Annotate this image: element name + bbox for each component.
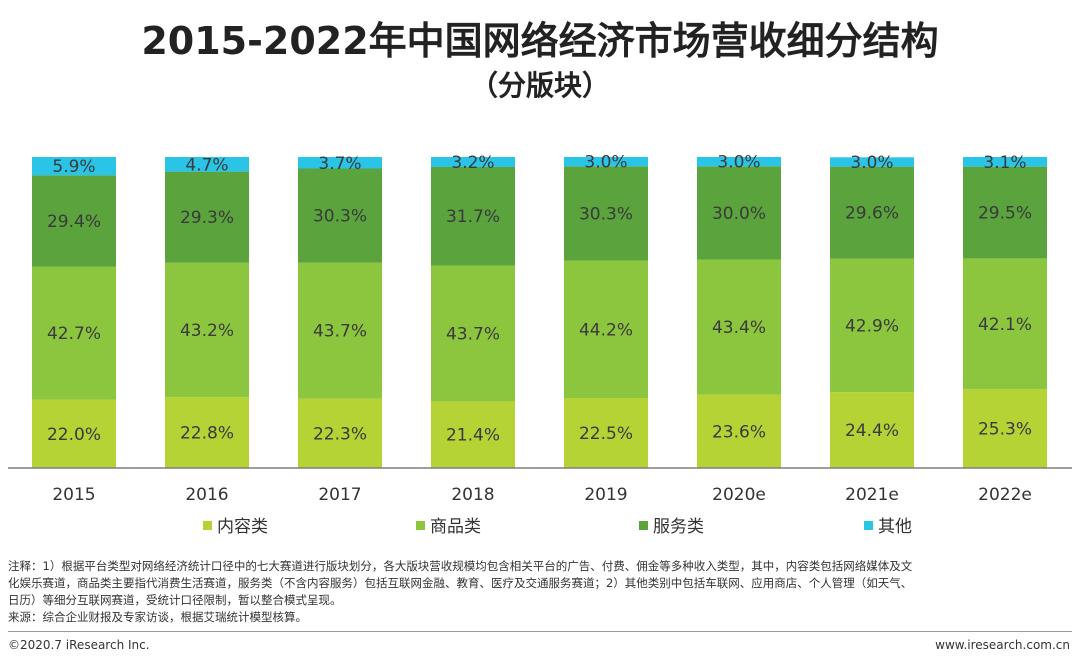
- bar-segment-4-2015: [32, 157, 116, 176]
- value-label-3-2017: 30.3%: [313, 207, 367, 227]
- bar-segment-4-2018: [431, 157, 515, 167]
- x-tick-label-2018: 2018: [451, 485, 494, 505]
- value-label-1-2018: 21.4%: [446, 426, 500, 446]
- value-label-2-2016: 43.2%: [180, 321, 234, 341]
- legend-label-1: 内容类: [217, 517, 268, 537]
- value-label-3-2021e: 29.6%: [845, 204, 899, 224]
- value-label-2-2020e: 43.4%: [712, 318, 766, 338]
- bar-segment-2-2019: [564, 260, 648, 399]
- bar-segment-1-2019: [564, 398, 648, 468]
- source-line: 来源：综合企业财报及专家访谈，根据艾瑞统计模型核算。: [8, 610, 307, 624]
- value-label-4-2017: 3.7%: [318, 154, 361, 174]
- legend-label-2: 商品类: [430, 517, 481, 537]
- stacked-bar-chart: 22.0% 42.7% 29.4% 5.9% 22.8% 43.2% 29.3% 4.7% 22…: [8, 153, 1072, 537]
- value-label-1-2019: 22.5%: [579, 424, 633, 444]
- bar-segment-4-2021e: [830, 157, 914, 167]
- bar-segment-1-2022e: [963, 389, 1047, 468]
- footer-divider: [8, 631, 1072, 632]
- x-tick-label-2021e: 2021e: [845, 485, 899, 505]
- bar-segment-3-2018: [431, 166, 515, 266]
- bar-segment-4-2022e: [963, 157, 1047, 167]
- value-labels-layer: 22.0% 42.7% 29.4% 5.9% 22.8% 43.2% 29.3% 4.7% 22…: [47, 153, 1032, 446]
- x-tick-label-2020e: 2020e: [712, 485, 766, 505]
- bar-segment-3-2016: [165, 171, 249, 263]
- value-label-4-2021e: 3.0%: [850, 153, 893, 173]
- x-tick-labels-layer: 2015 2016 2017 2018 2019 2020e 2021e 2022e: [52, 485, 1032, 505]
- bar-segment-2-2021e: [830, 258, 914, 393]
- chart-subtitle: （分版块）: [469, 69, 610, 102]
- notes-block: 注释：1）根据平台类型对网络经济统计口径中的七大赛道进行版块划分，各大版块营收规…: [8, 558, 1068, 626]
- x-tick-label-2022e: 2022e: [978, 485, 1032, 505]
- x-tick-label-2015: 2015: [52, 485, 95, 505]
- bar-segment-1-2021e: [830, 392, 914, 468]
- x-tick-label-2016: 2016: [185, 485, 228, 505]
- value-label-4-2018: 3.2%: [451, 153, 494, 173]
- chart-title: 2015-2022年中国网络经济市场营收细分结构: [141, 19, 939, 63]
- bar-segment-4-2020e: [697, 157, 781, 167]
- bar-segment-2-2015: [32, 266, 116, 400]
- value-label-3-2015: 29.4%: [47, 212, 101, 232]
- legend-swatch-3: [639, 521, 648, 530]
- value-label-3-2018: 31.7%: [446, 207, 500, 227]
- value-label-2-2019: 44.2%: [579, 320, 633, 340]
- bar-segment-2-2020e: [697, 259, 781, 395]
- value-label-2-2018: 43.7%: [446, 324, 500, 344]
- bar-segment-2-2016: [165, 262, 249, 398]
- value-label-2-2017: 43.7%: [313, 322, 367, 342]
- note-line-3: 日历）等细分互联网赛道，受统计口径限制，暂以整合模式呈现。: [8, 593, 342, 607]
- bar-segment-1-2017: [298, 398, 382, 468]
- value-label-3-2019: 30.3%: [579, 204, 633, 224]
- x-tick-label-2019: 2019: [584, 485, 627, 505]
- website-link[interactable]: www.iresearch.com.cn: [935, 638, 1070, 652]
- bar-segment-3-2015: [32, 175, 116, 267]
- value-label-3-2020e: 30.0%: [712, 204, 766, 224]
- value-label-1-2020e: 23.6%: [712, 422, 766, 442]
- value-label-1-2021e: 24.4%: [845, 421, 899, 441]
- bar-segment-1-2018: [431, 401, 515, 468]
- legend-label-3: 服务类: [653, 517, 704, 537]
- legend-swatch-2: [416, 521, 425, 530]
- value-label-4-2019: 3.0%: [584, 153, 627, 173]
- value-label-4-2022e: 3.1%: [983, 153, 1026, 173]
- value-label-4-2016: 4.7%: [185, 155, 228, 175]
- x-tick-label-2017: 2017: [318, 485, 361, 505]
- bar-segment-3-2019: [564, 166, 648, 261]
- value-label-3-2022e: 29.5%: [978, 204, 1032, 224]
- note-line-1: 注释：1）根据平台类型对网络经济统计口径中的七大赛道进行版块划分，各大版块营收规…: [8, 559, 913, 573]
- bar-segment-3-2020e: [697, 166, 781, 260]
- bar-segment-2-2022e: [963, 258, 1047, 390]
- bar-segment-1-2016: [165, 397, 249, 468]
- legend: 内容类 商品类 服务类 其他: [203, 517, 912, 537]
- bar-segment-3-2021e: [830, 166, 914, 259]
- value-label-1-2015: 22.0%: [47, 425, 101, 445]
- value-label-4-2020e: 3.0%: [717, 153, 760, 173]
- note-line-2: 化娱乐赛道，商品类主要指代消费生活赛道，服务类（不含内容服务）包括互联网金融、教…: [8, 576, 913, 590]
- legend-label-4: 其他: [878, 517, 912, 537]
- bar-segment-2-2017: [298, 262, 382, 399]
- value-label-1-2022e: 25.3%: [978, 420, 1032, 440]
- value-label-1-2016: 22.8%: [180, 424, 234, 444]
- bar-segment-3-2017: [298, 168, 382, 263]
- value-label-2-2015: 42.7%: [47, 324, 101, 344]
- value-label-4-2015: 5.9%: [52, 157, 95, 177]
- bar-segment-4-2016: [165, 157, 249, 172]
- value-label-2-2022e: 42.1%: [978, 315, 1032, 335]
- bar-segment-4-2017: [298, 157, 382, 169]
- value-label-1-2017: 22.3%: [313, 424, 367, 444]
- bar-segment-4-2019: [564, 157, 648, 167]
- legend-swatch-1: [203, 521, 212, 530]
- bar-segment-2-2018: [431, 265, 515, 402]
- value-label-3-2016: 29.3%: [180, 208, 234, 228]
- copyright-text: ©2020.7 iResearch Inc.: [8, 638, 150, 652]
- value-label-2-2021e: 42.9%: [845, 316, 899, 336]
- bar-segment-1-2015: [32, 399, 116, 468]
- bar-segment-1-2020e: [697, 394, 781, 468]
- bars-layer: [32, 157, 1047, 468]
- legend-swatch-4: [864, 521, 873, 530]
- bar-segment-3-2022e: [963, 166, 1047, 259]
